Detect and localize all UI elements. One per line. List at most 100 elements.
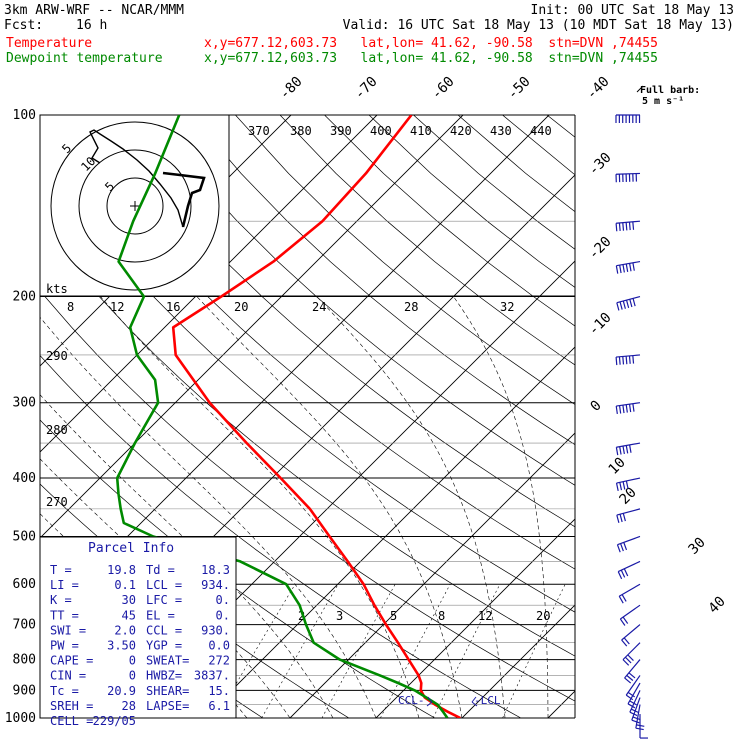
parcel-info-key: CELL = — [50, 714, 93, 728]
wind-barb-flag — [625, 263, 629, 272]
wind-barb-flag — [627, 654, 634, 661]
wind-barb-flag — [620, 569, 626, 578]
isotherm-line — [634, 115, 740, 718]
wind-barb-flag — [615, 405, 618, 415]
dry-adiabat-line — [502, 115, 575, 176]
parcel-info-value: 19.8 — [107, 563, 136, 577]
wind-barb-staff — [616, 442, 641, 448]
pressure-tick-label: 300 — [13, 396, 36, 411]
wind-barb-staff — [635, 704, 641, 729]
wind-barb-flag — [623, 542, 628, 551]
isotherm-label: -50 — [505, 74, 534, 103]
dry-adiabat-line — [413, 115, 575, 250]
wind-barb-flag — [635, 727, 644, 731]
isotherm-label: 10 — [606, 455, 629, 478]
dry-adiabat-line — [546, 115, 575, 138]
mixing-ratio-label: 2 — [298, 609, 305, 623]
hodograph-ring — [50, 121, 220, 291]
wind-barb-staff — [625, 675, 641, 696]
wind-barb-flag — [632, 221, 635, 230]
parcel-info-key: CCL = — [146, 623, 182, 637]
isotherm-label: -60 — [429, 74, 458, 103]
wind-barb — [615, 260, 641, 274]
wind-barb-flag — [627, 691, 636, 698]
parcel-info-key: HWBZ= — [146, 669, 182, 683]
wind-barb — [625, 675, 641, 701]
isotherm-line — [40, 115, 464, 539]
wind-barb-flag — [618, 222, 621, 232]
wind-barb-flag — [622, 445, 625, 455]
isotherm-label: -20 — [586, 234, 615, 263]
forecast-hour: 16 h — [76, 18, 108, 33]
theta-label: 420 — [450, 124, 472, 138]
wind-barb-flag — [616, 302, 620, 311]
pressure-tick-label: 200 — [13, 290, 36, 305]
pressure-tick-label: 600 — [13, 577, 36, 592]
parcel-info-key: LFC = — [146, 593, 182, 607]
temperature-legend-label: Temperature — [6, 36, 93, 51]
wind-barb — [615, 354, 641, 366]
wind-barb — [618, 583, 641, 604]
wind-barb-flag — [619, 301, 623, 310]
temperature-scale-label: 16 — [166, 300, 180, 314]
wind-barb-flag — [622, 659, 630, 666]
model-title: 3km ARW-WRF -- NCAR/MMM — [4, 3, 185, 18]
wind-barb-flag — [615, 482, 619, 491]
wind-barb-flag — [617, 571, 623, 580]
wind-barb-flag — [619, 618, 626, 626]
parcel-info-value: 3837. — [194, 669, 230, 683]
wind-barb-staff — [616, 220, 641, 224]
isotherm-line — [547, 690, 575, 718]
wind-barb-flag — [622, 481, 626, 490]
wind-barb-staff — [616, 295, 641, 304]
isotherm-label: -10 — [586, 310, 615, 339]
wind-barb-flag — [621, 594, 627, 602]
parcel-info-key: EL = — [146, 608, 175, 622]
wind-barb-flag — [615, 265, 619, 274]
wind-barb-flag — [625, 222, 628, 231]
hodograph-trace — [89, 129, 184, 228]
wind-barb-flag — [624, 677, 632, 684]
parcel-info-value: 0. — [216, 593, 230, 607]
dry-adiabat-line — [457, 115, 575, 213]
wind-barb-flag — [632, 298, 636, 307]
wind-barb-flag — [629, 263, 632, 272]
parcel-info-value: 0.0 — [208, 639, 230, 653]
parcel-info-key: TT = — [50, 608, 79, 622]
mixing-ratio-line — [502, 584, 566, 718]
dewpoint-profile — [115, 115, 449, 718]
pressure-tick-label: 900 — [13, 683, 36, 698]
temperature-profile — [171, 115, 461, 718]
theta-label: 430 — [490, 124, 512, 138]
parcel-info-value: 0. — [216, 608, 230, 622]
parcel-info-value: 0 — [129, 669, 136, 683]
wind-barb-flag — [632, 716, 641, 721]
wind-barb-flag — [622, 222, 625, 231]
wind-barb-flag — [628, 222, 631, 231]
parcel-info-key: SWEAT= — [146, 654, 189, 668]
wind-barb-staff — [617, 535, 641, 546]
mixing-ratio-label: 20 — [536, 609, 550, 623]
wind-barb — [616, 508, 641, 523]
isotherm-label: -80 — [277, 74, 306, 103]
theta-label: 400 — [370, 124, 392, 138]
temperature-scale-label: 32 — [500, 300, 514, 314]
wind-barb-flag — [622, 264, 625, 273]
hodograph-ring — [78, 149, 192, 263]
wind-barb — [615, 402, 641, 415]
wind-barb — [616, 295, 641, 311]
wind-barb-flag — [622, 513, 626, 522]
wind-barb-flag — [619, 265, 622, 274]
theta-label: 410 — [410, 124, 432, 138]
parcel-info-key: PW = — [50, 639, 79, 653]
temperature-scale-label: 24 — [312, 300, 326, 314]
temperature-location-line: x,y=677.12,603.73 lat,lon= 41.62, -90.58… — [204, 36, 658, 51]
parcel-info-key: CIN = — [50, 669, 86, 683]
wind-barb-flag — [622, 356, 625, 365]
parcel-info-key: Td = — [146, 563, 175, 577]
parcel-info-key: Tc = — [50, 684, 79, 698]
wind-barb — [615, 442, 641, 456]
wind-barb-flag — [636, 724, 645, 727]
wind-barb-staff — [618, 583, 641, 597]
